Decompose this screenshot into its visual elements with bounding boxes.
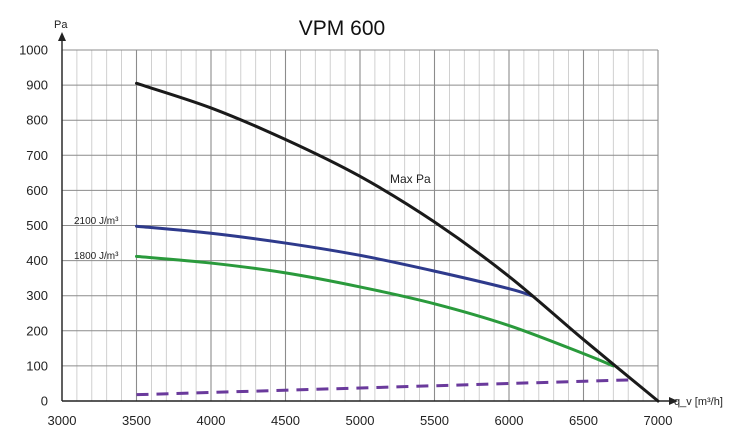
x-tick-label: 7000 <box>644 413 673 428</box>
grid <box>61 49 659 402</box>
x-axis-arrow-icon <box>669 397 678 405</box>
y-tick-label: 800 <box>26 113 48 128</box>
sfp-2100-label: 2100 J/m³ <box>74 216 119 227</box>
axes <box>58 32 678 405</box>
x-tick-label: 4000 <box>197 413 226 428</box>
y-tick-label: 500 <box>26 218 48 233</box>
x-tick-label: 5000 <box>346 413 375 428</box>
series <box>135 81 660 403</box>
x-tick-label: 5500 <box>420 413 449 428</box>
x-axis-label: q_v [m³/h] <box>674 396 723 408</box>
x-tick-label: 6500 <box>569 413 598 428</box>
series-line-dashed <box>136 378 629 397</box>
series-line-1800-j-m <box>135 254 615 368</box>
y-tick-label: 1000 <box>19 43 48 58</box>
series-line-2100-j-m <box>135 224 533 298</box>
max-pa-label: Max Pa <box>390 172 431 186</box>
sfp-1800-label: 1800 J/m³ <box>74 251 119 262</box>
y-tick-label: 200 <box>26 323 48 338</box>
y-tick-label: 400 <box>26 253 48 268</box>
y-tick-label: 300 <box>26 288 48 303</box>
y-tick-label: 600 <box>26 183 48 198</box>
x-tick-label: 3000 <box>48 413 77 428</box>
x-tick-label: 4500 <box>271 413 300 428</box>
y-tick-labels: 0 100 200 300 400 500 600 700 800 900 1000 <box>19 43 48 409</box>
x-tick-label: 6000 <box>495 413 524 428</box>
y-axis-label: Pa <box>54 19 68 31</box>
y-axis-arrow-icon <box>58 32 66 41</box>
x-tick-label: 3500 <box>122 413 151 428</box>
chart-title: VPM 600 <box>299 17 385 40</box>
y-tick-label: 100 <box>26 358 48 373</box>
y-tick-label: 0 <box>41 394 48 409</box>
y-tick-label: 700 <box>26 148 48 163</box>
series-line-max-pa <box>135 81 660 403</box>
x-tick-labels: 3000 3500 4000 4500 5000 5500 6000 6500 7000 <box>48 413 673 428</box>
y-tick-label: 900 <box>26 78 48 93</box>
